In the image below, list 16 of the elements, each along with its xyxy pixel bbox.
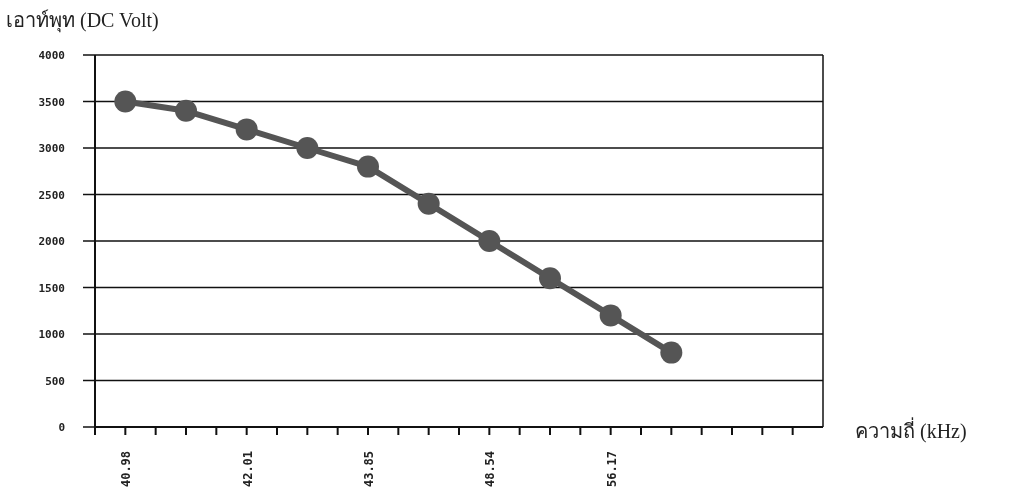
x-tick-label: 48.54 [483,450,498,488]
x-axis-title: ความถี่ (kHz) [855,417,967,443]
x-tick-label: 40.98 [119,450,134,488]
x-tick-label: 42.01 [240,450,255,488]
y-axis-title: เอาท์พุท (DC Volt) [6,9,159,33]
y-tick-label: 2000 [38,235,65,248]
y-tick-label: 500 [45,374,65,388]
y-tick-label: 3000 [38,142,65,155]
y-tick-label: 1000 [38,328,65,341]
y-tick-label: 2500 [38,188,65,202]
y-tick-label: 0 [58,421,65,434]
y-tick-label: 3500 [38,95,65,109]
x-tick-label: 56.17 [604,450,619,488]
y-tick-label: 4000 [38,49,65,62]
x-tick-label: 43.85 [362,450,376,488]
y-tick-label: 1500 [38,281,65,295]
